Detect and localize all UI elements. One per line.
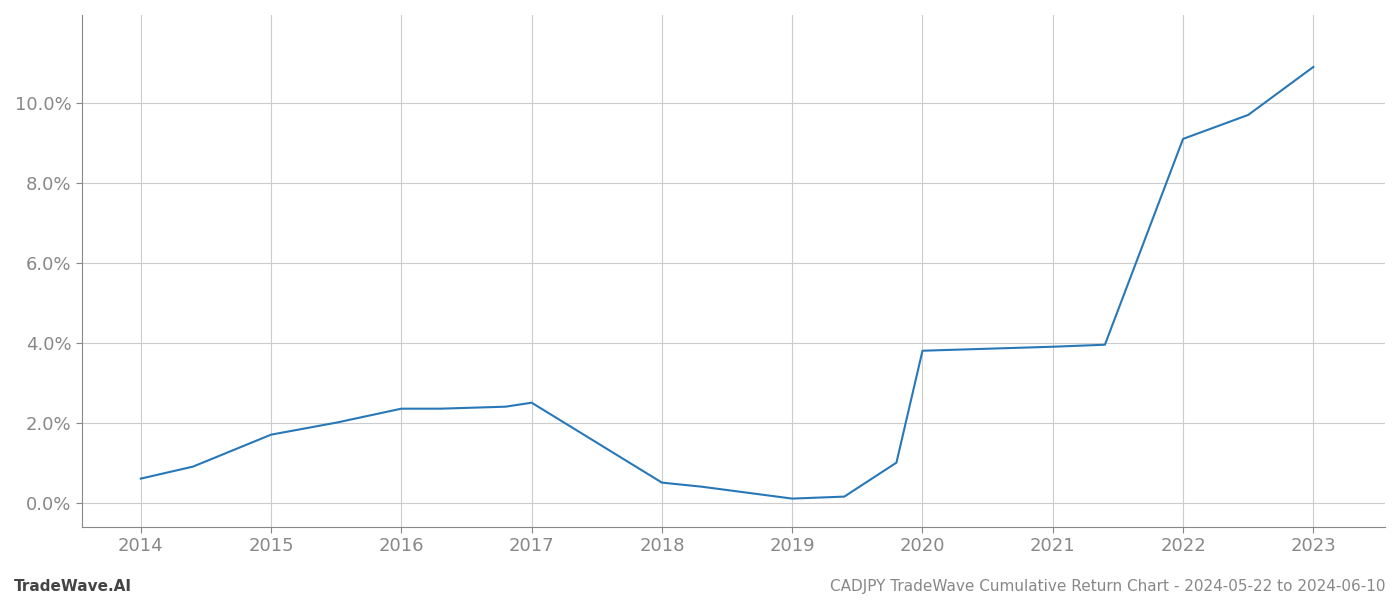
Text: TradeWave.AI: TradeWave.AI [14,579,132,594]
Text: CADJPY TradeWave Cumulative Return Chart - 2024-05-22 to 2024-06-10: CADJPY TradeWave Cumulative Return Chart… [830,579,1386,594]
